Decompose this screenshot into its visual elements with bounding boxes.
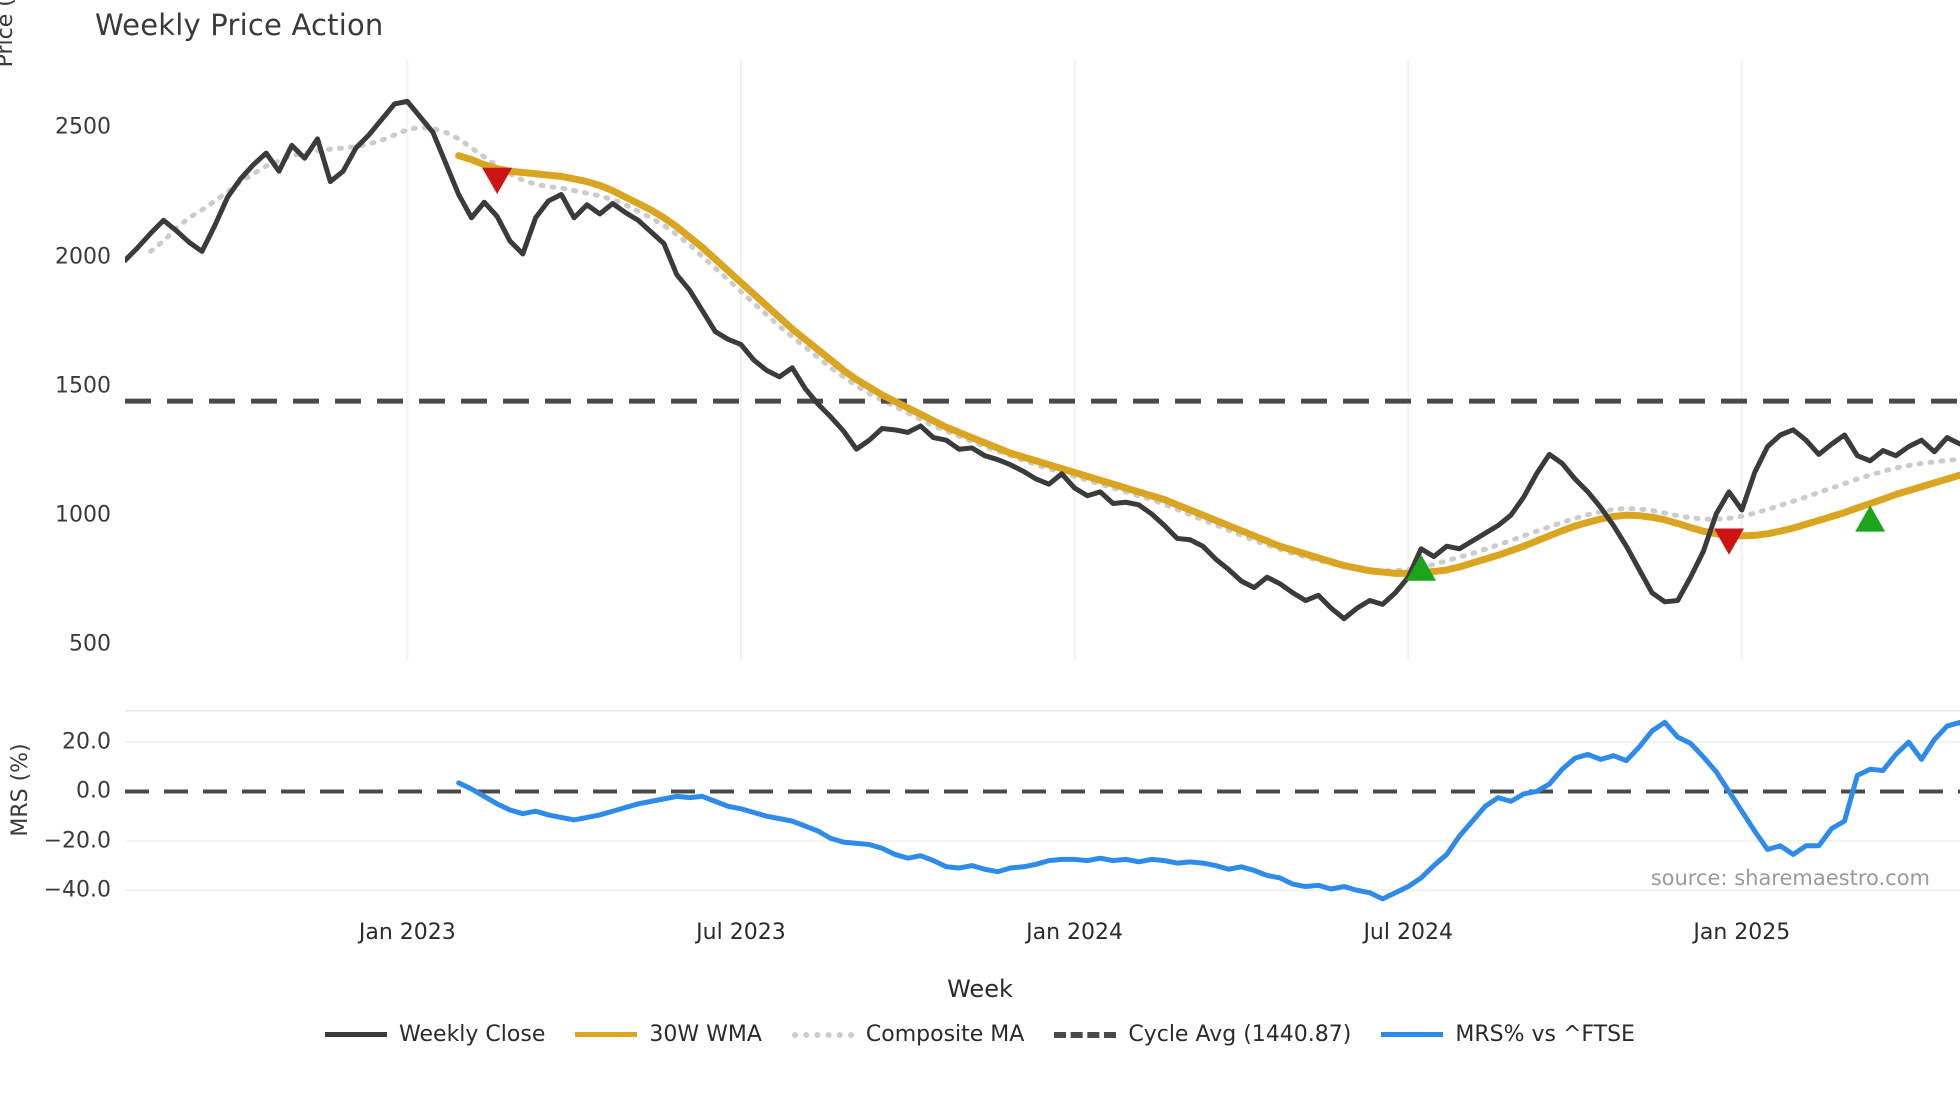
x-axis-label: Week bbox=[947, 975, 1013, 1003]
x-tick-label: Jul 2023 bbox=[696, 920, 786, 945]
legend-item[interactable]: Weekly Close bbox=[325, 1022, 545, 1047]
chart-legend: Weekly Close 30W WMA Composite MA Cycle Avg… bbox=[0, 1022, 1960, 1047]
mrs-axis-label: MRS (%) bbox=[8, 743, 33, 837]
mrs-y-tick-label: 20.0 bbox=[62, 729, 111, 755]
price-plot bbox=[125, 60, 1960, 660]
price-panel bbox=[125, 60, 1960, 660]
legend-label: 30W WMA bbox=[649, 1022, 762, 1047]
price-axis-label: Price (weekly) bbox=[0, 0, 18, 170]
legend-swatch-icon bbox=[575, 1032, 638, 1037]
mrs-y-tick-label: −40.0 bbox=[43, 877, 111, 903]
buy-signal-marker bbox=[1406, 554, 1437, 581]
price-y-tick-label: 500 bbox=[69, 631, 111, 657]
legend-label: Weekly Close bbox=[399, 1022, 546, 1047]
legend-swatch-icon bbox=[1054, 1031, 1117, 1038]
legend-label: Cycle Avg (1440.87) bbox=[1128, 1022, 1352, 1047]
price-y-tick-label: 2000 bbox=[55, 244, 111, 270]
x-tick-label: Jul 2024 bbox=[1363, 920, 1453, 945]
x-tick-label: Jan 2024 bbox=[1026, 920, 1124, 945]
price-y-tick-label: 1000 bbox=[55, 502, 111, 528]
price-y-tick-label: 1500 bbox=[55, 373, 111, 399]
sell-signal-marker bbox=[1714, 528, 1745, 555]
mrs-line bbox=[456, 719, 1960, 902]
legend-swatch-icon bbox=[1381, 1032, 1444, 1037]
legend-item[interactable]: MRS% vs ^FTSE bbox=[1381, 1022, 1635, 1047]
sell-signal-marker bbox=[482, 167, 513, 194]
buy-signal-marker bbox=[1855, 505, 1886, 532]
composite-ma-line bbox=[148, 124, 1960, 574]
legend-swatch-icon bbox=[791, 1031, 854, 1038]
mrs-plot bbox=[125, 710, 1960, 902]
source-watermark: source: sharemaestro.com bbox=[1650, 866, 1930, 890]
legend-label: MRS% vs ^FTSE bbox=[1455, 1022, 1635, 1047]
price-y-tick-label: 2500 bbox=[55, 114, 111, 140]
x-tick-label: Jan 2023 bbox=[358, 920, 456, 945]
mrs-y-tick-label: 0.0 bbox=[76, 778, 111, 804]
legend-label: Composite MA bbox=[865, 1022, 1025, 1047]
wma-line bbox=[455, 152, 1960, 577]
legend-swatch-icon bbox=[325, 1032, 388, 1037]
legend-item[interactable]: Cycle Avg (1440.87) bbox=[1054, 1022, 1351, 1047]
mrs-y-tick-label: −20.0 bbox=[43, 828, 111, 854]
legend-item[interactable]: 30W WMA bbox=[575, 1022, 762, 1047]
legend-item[interactable]: Composite MA bbox=[791, 1022, 1025, 1047]
weekly-close-line bbox=[125, 98, 1960, 622]
page-title: Weekly Price Action bbox=[95, 8, 384, 42]
x-tick-label: Jan 2025 bbox=[1693, 920, 1791, 945]
mrs-panel bbox=[125, 710, 1960, 910]
